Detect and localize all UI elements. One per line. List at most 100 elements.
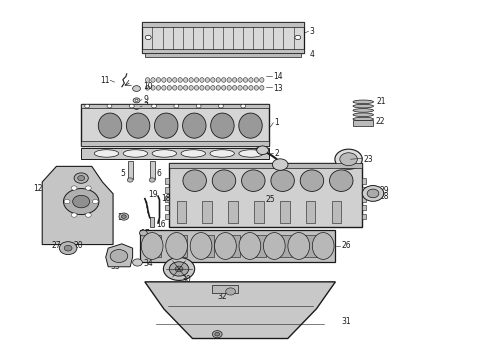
Circle shape bbox=[163, 257, 195, 280]
Ellipse shape bbox=[141, 233, 163, 260]
Ellipse shape bbox=[271, 170, 294, 192]
Circle shape bbox=[174, 104, 179, 108]
Ellipse shape bbox=[205, 78, 210, 82]
Bar bbox=[81, 148, 270, 159]
Text: 31: 31 bbox=[341, 316, 351, 325]
Circle shape bbox=[129, 104, 134, 108]
Bar bbox=[362, 178, 366, 184]
Text: 27: 27 bbox=[52, 241, 62, 250]
Ellipse shape bbox=[264, 233, 285, 260]
Text: 11: 11 bbox=[100, 76, 109, 85]
Circle shape bbox=[140, 230, 147, 236]
Ellipse shape bbox=[189, 86, 193, 90]
Bar bbox=[228, 201, 238, 223]
Circle shape bbox=[149, 178, 155, 182]
Bar bbox=[362, 205, 366, 211]
Circle shape bbox=[133, 98, 140, 103]
Circle shape bbox=[146, 35, 151, 40]
Circle shape bbox=[64, 189, 99, 215]
Circle shape bbox=[127, 178, 133, 182]
Ellipse shape bbox=[162, 86, 166, 90]
Ellipse shape bbox=[151, 86, 155, 90]
Ellipse shape bbox=[146, 78, 150, 82]
Polygon shape bbox=[42, 166, 113, 244]
Ellipse shape bbox=[94, 150, 119, 157]
Ellipse shape bbox=[330, 170, 353, 192]
Ellipse shape bbox=[353, 100, 373, 104]
Ellipse shape bbox=[238, 86, 242, 90]
Ellipse shape bbox=[215, 233, 236, 260]
Bar bbox=[143, 22, 304, 53]
Text: 25: 25 bbox=[266, 195, 275, 204]
Ellipse shape bbox=[195, 78, 199, 82]
Ellipse shape bbox=[152, 150, 176, 157]
Bar bbox=[254, 201, 264, 223]
Bar bbox=[362, 187, 366, 193]
Circle shape bbox=[133, 86, 141, 91]
Circle shape bbox=[85, 186, 91, 190]
Ellipse shape bbox=[156, 78, 161, 82]
Text: 14: 14 bbox=[273, 72, 283, 81]
Bar bbox=[362, 196, 366, 202]
Ellipse shape bbox=[166, 233, 188, 260]
Ellipse shape bbox=[162, 78, 166, 82]
Ellipse shape bbox=[244, 78, 247, 82]
Ellipse shape bbox=[183, 78, 188, 82]
Ellipse shape bbox=[300, 170, 324, 192]
Bar bbox=[278, 235, 292, 257]
Ellipse shape bbox=[249, 78, 253, 82]
Ellipse shape bbox=[239, 150, 263, 157]
Bar bbox=[143, 22, 304, 27]
Ellipse shape bbox=[353, 104, 373, 108]
Bar bbox=[226, 235, 240, 257]
Ellipse shape bbox=[232, 86, 237, 90]
Circle shape bbox=[74, 173, 88, 183]
Ellipse shape bbox=[183, 113, 206, 138]
Ellipse shape bbox=[205, 86, 210, 90]
Text: 26: 26 bbox=[341, 242, 351, 251]
Circle shape bbox=[362, 185, 384, 201]
Circle shape bbox=[169, 262, 189, 276]
Text: 20: 20 bbox=[73, 241, 83, 250]
Text: 12: 12 bbox=[33, 184, 43, 193]
Bar bbox=[165, 187, 169, 193]
Ellipse shape bbox=[200, 78, 204, 82]
Circle shape bbox=[106, 116, 118, 124]
Ellipse shape bbox=[200, 86, 204, 90]
Ellipse shape bbox=[156, 86, 161, 90]
Circle shape bbox=[93, 199, 98, 204]
Circle shape bbox=[107, 104, 112, 108]
Text: 32: 32 bbox=[217, 292, 227, 301]
Text: 7: 7 bbox=[144, 102, 148, 111]
Bar bbox=[150, 217, 154, 226]
Bar bbox=[353, 120, 373, 126]
Text: 16: 16 bbox=[156, 220, 166, 229]
Circle shape bbox=[73, 195, 90, 208]
Text: 17: 17 bbox=[140, 229, 149, 238]
Text: 18: 18 bbox=[161, 194, 171, 203]
Circle shape bbox=[85, 213, 91, 217]
Ellipse shape bbox=[211, 113, 234, 138]
Ellipse shape bbox=[288, 233, 310, 260]
Text: 6: 6 bbox=[156, 169, 161, 178]
Bar bbox=[362, 214, 366, 220]
Circle shape bbox=[151, 104, 156, 108]
Circle shape bbox=[110, 249, 128, 262]
Ellipse shape bbox=[239, 113, 262, 138]
Bar bbox=[165, 196, 169, 202]
Ellipse shape bbox=[151, 78, 155, 82]
Text: 22: 22 bbox=[375, 117, 385, 126]
Ellipse shape bbox=[210, 150, 234, 157]
Circle shape bbox=[59, 242, 77, 255]
Circle shape bbox=[257, 146, 269, 154]
Ellipse shape bbox=[239, 233, 261, 260]
Ellipse shape bbox=[216, 86, 220, 90]
Text: 19: 19 bbox=[148, 190, 158, 199]
Bar bbox=[252, 235, 266, 257]
Circle shape bbox=[340, 153, 357, 166]
Bar bbox=[143, 49, 304, 53]
Ellipse shape bbox=[312, 233, 334, 260]
Ellipse shape bbox=[178, 78, 182, 82]
Bar bbox=[332, 201, 342, 223]
Bar bbox=[165, 178, 169, 184]
